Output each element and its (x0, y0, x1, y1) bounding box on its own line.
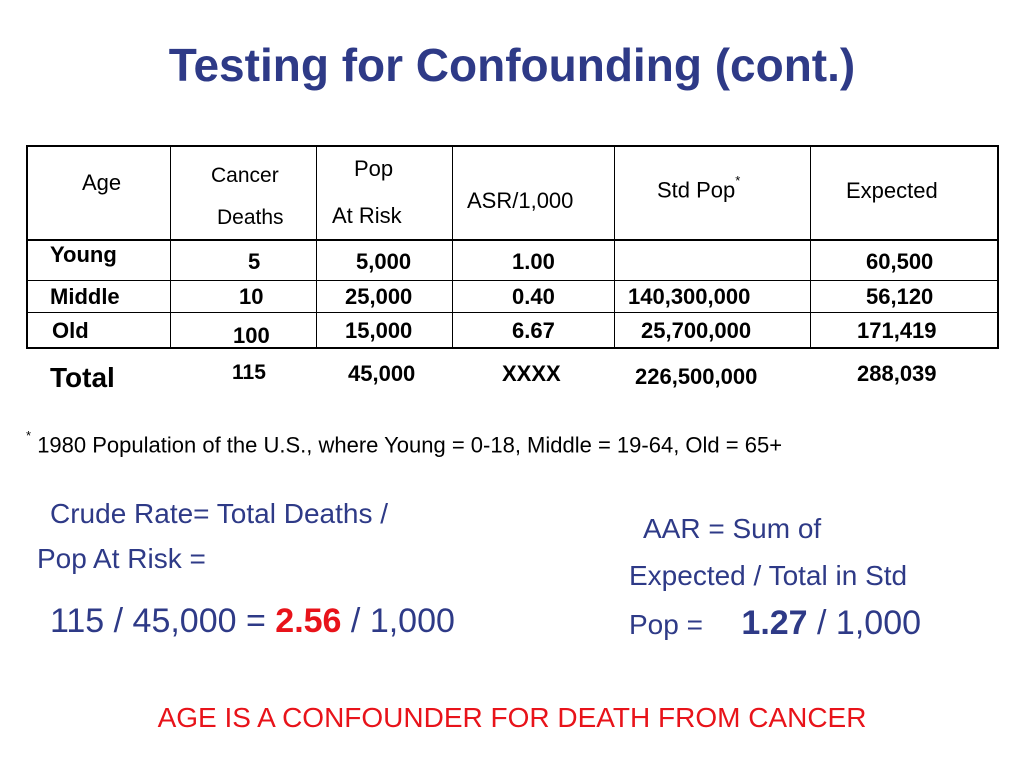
total-pop: 45,000 (348, 361, 416, 386)
table-col-divider (316, 145, 317, 349)
row-old-asr: 6.67 (512, 318, 555, 343)
crude-rate-suffix: / 1,000 (341, 602, 455, 640)
header-asr: ASR/1,000 (467, 188, 574, 213)
footnote-text: 1980 Population of the U.S., where Young… (37, 432, 783, 458)
aar-calculation: Pop = 1.27 / 1,000 (629, 604, 921, 643)
crude-rate-prefix: 115 / 45,000 = (50, 602, 276, 640)
header-pop-line1: Pop (354, 156, 394, 181)
table-border-left (26, 145, 28, 349)
row-young-age: Young (50, 242, 117, 267)
table-border-top (26, 145, 999, 147)
header-age: Age (82, 170, 122, 195)
aar-line1: AAR = Sum of (643, 513, 822, 544)
footnote-marker: * (735, 173, 741, 188)
crude-rate-line2: Pop At Risk = (37, 543, 206, 574)
header-cancer-deaths-line2: Deaths (217, 206, 284, 229)
header-expected: Expected (846, 178, 938, 203)
header-std-pop-label: Std Pop (657, 177, 736, 203)
crude-rate-calculation: 115 / 45,000 = 2.56 / 1,000 (50, 602, 455, 641)
row-middle-asr: 0.40 (512, 284, 555, 309)
row-young-deaths: 5 (248, 249, 261, 274)
aar-line3-prefix: Pop = (629, 609, 703, 640)
row-middle-deaths: 10 (239, 284, 264, 309)
total-deaths: 115 (232, 361, 266, 384)
header-pop-line2: At Risk (332, 203, 402, 228)
row-old-pop: 15,000 (345, 318, 413, 343)
row-young-expected: 60,500 (866, 249, 934, 274)
table-rule-middle (26, 312, 999, 313)
total-expected: 288,039 (857, 361, 937, 386)
total-std-pop: 226,500,000 (635, 364, 758, 389)
table-rule-young (26, 280, 999, 281)
table-border-right (997, 145, 999, 349)
row-young-asr: 1.00 (512, 249, 555, 274)
footnote-star: * (26, 428, 32, 443)
total-label: Total (50, 362, 115, 393)
footnote: * 1980 Population of the U.S., where You… (26, 428, 783, 458)
aar-value: 1.27 (741, 604, 808, 642)
row-young-pop: 5,000 (356, 249, 412, 274)
aar-suffix: / 1,000 (807, 604, 922, 642)
crude-rate-line1: Crude Rate= Total Deaths / (50, 498, 389, 529)
conclusion: AGE IS A CONFOUNDER FOR DEATH FROM CANCE… (157, 702, 867, 733)
table-col-divider (614, 145, 615, 349)
crude-rate-value: 2.56 (275, 602, 342, 640)
header-std-pop: Std Pop* (657, 173, 740, 203)
row-old-std-pop: 25,700,000 (641, 318, 752, 343)
table-rule-header (26, 239, 999, 241)
aar-line2: Expected / Total in Std (629, 560, 908, 591)
row-middle-std-pop: 140,300,000 (628, 284, 751, 309)
row-old-deaths: 100 (233, 323, 270, 348)
page-title: Testing for Confounding (cont.) (168, 39, 856, 91)
row-middle-expected: 56,120 (866, 284, 934, 309)
table-col-divider (452, 145, 453, 349)
row-middle-pop: 25,000 (345, 284, 413, 309)
table-border-bottom (26, 347, 999, 349)
total-asr: XXXX (502, 361, 561, 386)
table-col-divider (810, 145, 811, 349)
header-cancer-deaths-line1: Cancer (211, 164, 279, 187)
table-col-divider (170, 145, 171, 349)
row-old-age: Old (52, 318, 89, 343)
row-old-expected: 171,419 (857, 318, 937, 343)
row-middle-age: Middle (50, 284, 120, 309)
